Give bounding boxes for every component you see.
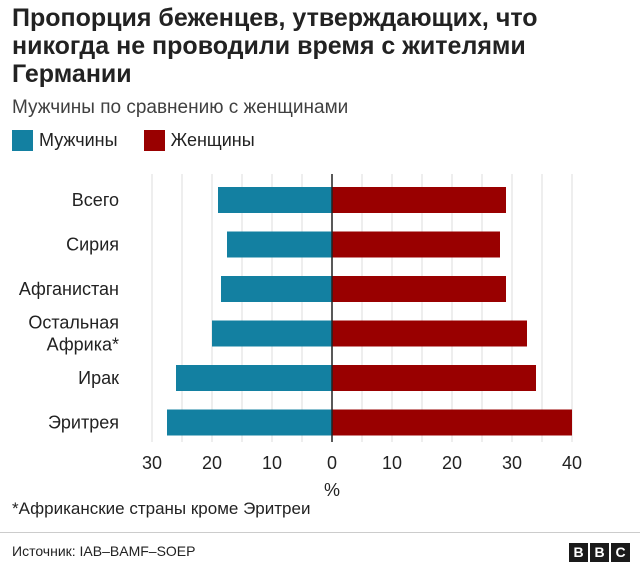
bar-women-5 [332,409,572,436]
legend-label-men: Мужчины [39,130,118,150]
legend-item-men: Мужчины [12,130,118,151]
bar-women-1 [332,231,500,258]
bbc-logo: B B C [567,543,630,562]
bar-women-2 [332,276,506,302]
x-tick-label: 10 [382,453,402,473]
category-label: Остальная [28,313,119,333]
bar-women-4 [332,365,536,391]
category-label: Всего [72,190,119,210]
footer-divider [0,532,640,533]
chart-subtitle: Мужчины по сравнению с женщинами [12,97,349,118]
footnote: *Африканские страны кроме Эритреи [12,499,311,518]
bar-men-1 [227,231,332,258]
x-tick-label: 0 [327,453,337,473]
bar-men-0 [218,187,332,213]
category-label: Эритрея [48,413,119,433]
bar-men-5 [167,409,332,436]
x-tick-label: 20 [442,453,462,473]
chart-title: Пропорция беженцев, утверждающих, что ни… [12,4,538,88]
bar-women-3 [332,320,527,347]
legend: Мужчины Женщины [12,130,281,151]
x-tick-label: 30 [142,453,162,473]
bar-men-4 [176,365,332,391]
bar-men-2 [221,276,332,302]
category-label: Афганистан [19,279,119,299]
bbc-logo-letter: B [590,543,609,562]
category-label: Сирия [66,235,119,255]
bbc-logo-letter: B [569,543,588,562]
x-tick-label: 30 [502,453,522,473]
x-tick-label: 40 [562,453,582,473]
legend-swatch-men [12,130,33,151]
legend-swatch-women [143,130,165,151]
x-axis-label: % [324,480,340,500]
bbc-logo-letter: C [611,543,630,562]
category-label: Ирак [78,368,119,388]
source-note: Источник: IAB–BAMF–SOEP [12,543,196,559]
x-tick-label: 10 [262,453,282,473]
category-label: Африка* [47,335,119,355]
bar-women-0 [332,187,506,213]
x-tick-label: 20 [202,453,222,473]
bar-men-3 [212,320,332,347]
legend-label-women: Женщины [170,130,255,150]
legend-item-women: Женщины [143,130,255,151]
